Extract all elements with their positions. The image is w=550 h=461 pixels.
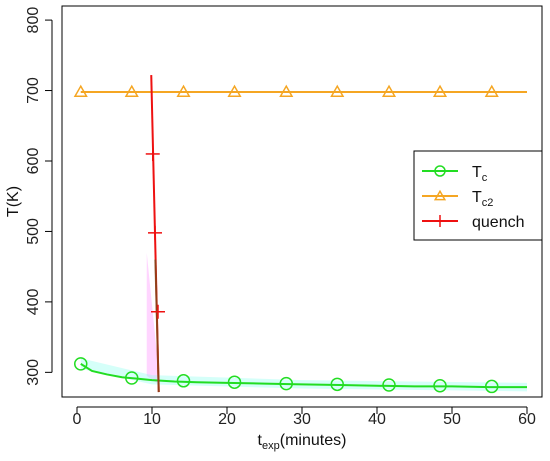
x-tick-label-60: 60: [518, 411, 536, 428]
y-tick-label-300: 300: [25, 359, 42, 386]
marker-tc2-8: [484, 84, 499, 98]
x-axis-title-subscript: exp: [262, 440, 280, 452]
legend-label-main: T: [472, 189, 482, 206]
x-tick-label-0: 0: [73, 411, 82, 428]
y-axis-title: T(K): [5, 186, 22, 217]
marker-tc-8: [485, 379, 499, 394]
legend-label-subscript: c: [482, 172, 488, 184]
marker-tc2-4: [279, 84, 294, 98]
y-tick-label-400: 400: [25, 288, 42, 315]
marker-tc2-2: [176, 84, 191, 98]
y-axis-ticks: 300 400 500 600 700 800: [25, 7, 53, 386]
y-tick-label-500: 500: [25, 218, 42, 245]
marker-tc2-6: [381, 84, 397, 98]
legend-label-quench: quench: [472, 214, 525, 231]
y-tick-label-600: 600: [25, 148, 42, 175]
x-tick-label-40: 40: [368, 411, 386, 428]
x-axis-ticks: 0 10 20 30 40 50 60: [73, 406, 536, 428]
legend-label-tc2: Tc2: [472, 189, 493, 209]
legend-label-main: quench: [472, 214, 525, 231]
legend-marker-tc2: [433, 189, 447, 201]
marker-tc2-1: [124, 84, 139, 98]
marker-tc-5: [330, 377, 344, 392]
x-tick-label-50: 50: [443, 411, 461, 428]
marker-tc-4: [279, 376, 293, 391]
marker-quench-0: [145, 146, 160, 161]
marker-tc-1: [125, 371, 139, 385]
y-tick-label-700: 700: [25, 77, 42, 104]
marker-tc-7: [433, 378, 447, 393]
x-tick-label-30: 30: [293, 411, 311, 428]
marker-tc2-3: [227, 84, 242, 98]
marker-tc-3: [227, 375, 242, 389]
marker-tc-6: [382, 378, 396, 392]
series-line-tc: [80, 363, 527, 389]
marker-tc-2: [176, 374, 191, 388]
band-0: [146, 252, 159, 385]
marker-quench-2: [151, 304, 165, 319]
marker-tc-0: [74, 357, 88, 371]
series-lines: [80, 75, 527, 393]
marker-tc2-7: [432, 84, 448, 98]
x-axis-title: texp(minutes): [258, 432, 347, 452]
uncertainty-bands: [80, 252, 527, 392]
x-axis-title-suffix: (minutes): [280, 432, 347, 449]
x-axis-title-main: t: [258, 432, 263, 449]
x-tick-label-10: 10: [143, 411, 161, 428]
legend-marker-tc: [434, 165, 446, 177]
marker-tc2-0: [73, 84, 88, 98]
legend-marker-quench: [434, 215, 446, 227]
legend-label-main: T: [472, 164, 482, 181]
series-line-quench-overlap: [154, 259, 160, 393]
marker-tc2-5: [330, 84, 345, 98]
legend-label-subscript: c2: [482, 197, 494, 209]
y-tick-label-800: 800: [25, 7, 42, 34]
x-tick-label-20: 20: [218, 411, 236, 428]
legend-label-tc: Tc: [472, 164, 488, 184]
series-markers: [73, 84, 499, 394]
band-1: [80, 358, 527, 392]
marker-quench-1: [148, 225, 162, 240]
